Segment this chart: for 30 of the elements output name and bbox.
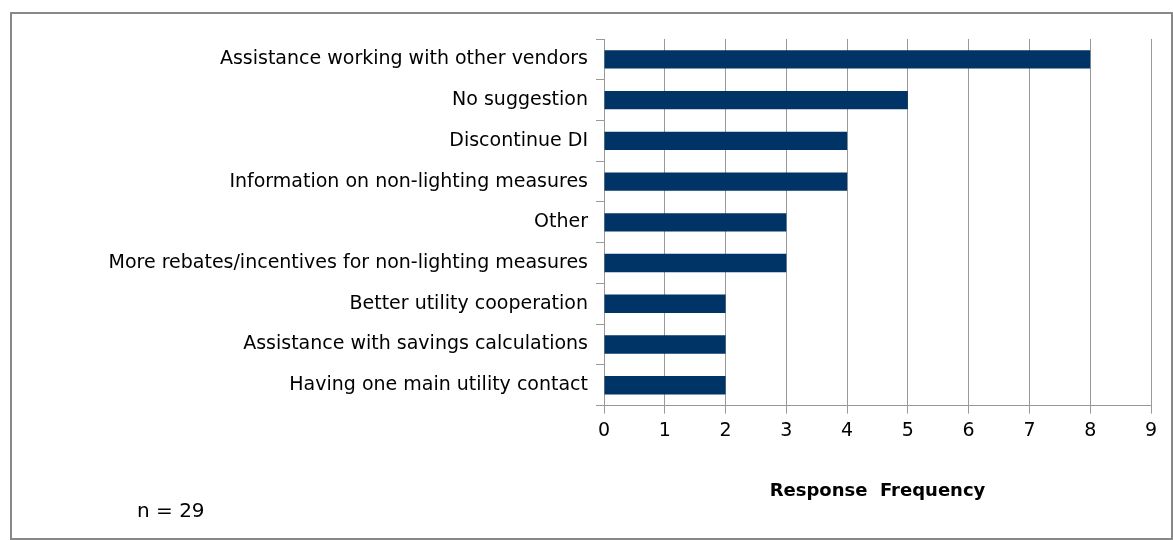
bar: [604, 294, 726, 313]
bar: [604, 253, 787, 273]
bar: [604, 172, 848, 191]
y-tick-label: Assistance with savings calculations: [243, 331, 588, 354]
y-tick-label: No suggestion: [452, 87, 588, 110]
y-tick-label: Information on non-lighting measures: [229, 168, 588, 191]
bar: [604, 213, 787, 232]
y-tick-label: Having one main utility contact: [289, 372, 588, 395]
y-tick-label: Discontinue DI: [449, 127, 588, 150]
text: n = 29: [137, 498, 205, 522]
x-tick-label: 8: [1084, 417, 1097, 440]
y-tick-label: Other: [534, 209, 589, 232]
y-tick-label: More rebates/incentives for non-lighting measures: [108, 249, 588, 272]
x-tick-label: 1: [658, 417, 671, 440]
x-tick-label: 9: [1144, 417, 1158, 440]
bar: [604, 335, 726, 354]
y-tick-label: Better utility cooperation: [349, 290, 588, 313]
bar: [604, 50, 1091, 69]
x-tick-label: 0: [597, 417, 611, 440]
y-tick-label: Assistance working with other vendors: [219, 46, 588, 69]
bar: [604, 376, 726, 395]
x-tick-label: 5: [901, 417, 914, 440]
x-tick-label: 7: [1023, 417, 1036, 440]
x-tick-label: 6: [962, 417, 975, 440]
bar: [604, 131, 848, 150]
x-tick-label: 4: [841, 417, 854, 440]
x-tick-label: 3: [780, 417, 793, 440]
x-axis-title: Response Frequency: [769, 478, 986, 500]
bar: [604, 90, 908, 110]
x-tick-label: 2: [719, 417, 732, 440]
